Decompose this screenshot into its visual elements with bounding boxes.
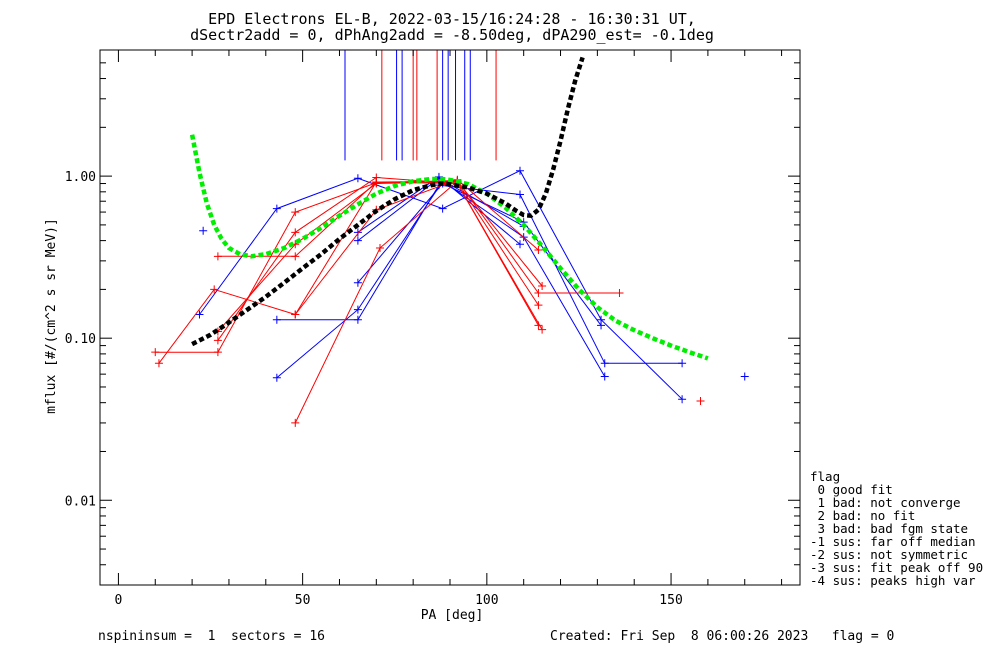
data-series-line — [294, 179, 539, 315]
axes: 0 50 100 150 0.01 0.10 1.00 — [65, 49, 801, 608]
data-series-line — [158, 181, 543, 364]
data-point — [151, 348, 160, 357]
data-point — [516, 190, 524, 199]
data-point — [678, 395, 687, 404]
data-point — [272, 315, 281, 324]
data-point — [291, 418, 300, 427]
data-point — [538, 325, 547, 334]
x-axis-label: PA [deg] — [421, 608, 484, 623]
x-tick-label: 100 — [475, 593, 498, 608]
data-series-line — [276, 180, 606, 379]
data-point — [213, 336, 222, 345]
data-point — [213, 252, 222, 261]
data-point — [740, 372, 749, 381]
footer-right: Created: Fri Sep 8 06:00:26 2023 flag = … — [550, 629, 894, 644]
data-point — [600, 372, 609, 381]
x-tick-label: 150 — [659, 593, 682, 608]
data-point — [213, 348, 222, 357]
data-point — [353, 228, 362, 237]
plot-area — [151, 50, 749, 427]
x-tick-label: 0 — [115, 593, 123, 608]
data-point — [272, 204, 281, 213]
data-point — [291, 310, 300, 319]
green-fit-curve — [189, 134, 709, 361]
legend-item: -4 sus: peaks high var — [810, 573, 976, 588]
data-point — [538, 281, 547, 290]
data-point — [272, 373, 281, 382]
legend-item: 1 bad: not converge — [810, 495, 961, 510]
chart-subtitle: dSectr2add = 0, dPhAng2add = -8.50deg, d… — [190, 26, 714, 44]
data-point — [291, 208, 300, 217]
footer-left: nspininsum = 1 sectors = 16 — [98, 629, 325, 644]
y-axis-label: mflux [#/(cm^2 s sr MeV)] — [44, 218, 59, 414]
data-point — [615, 289, 624, 298]
data-series-line — [155, 179, 620, 353]
y-tick-label: 0.01 — [65, 494, 96, 509]
data-point — [154, 359, 163, 368]
data-point — [353, 236, 362, 245]
y-tick-label: 1.00 — [65, 170, 96, 185]
data-point — [534, 289, 543, 298]
y-tick-label: 0.10 — [65, 332, 96, 347]
legend-item: 0 good fit — [810, 482, 893, 497]
data-point — [438, 204, 447, 213]
legend-item: -1 sus: far off median — [810, 534, 976, 549]
legend-title: flag — [810, 469, 840, 484]
plot-frame — [99, 49, 801, 586]
data-point — [353, 315, 362, 324]
data-point — [534, 301, 543, 310]
x-tick-label: 50 — [295, 593, 311, 608]
legend-item: -3 sus: fit peak off 90 — [810, 560, 983, 575]
data-point — [516, 166, 524, 175]
legend-item: 3 bad: bad fgm state — [810, 521, 968, 536]
data-point — [376, 244, 384, 253]
data-point — [516, 240, 524, 249]
data-point — [353, 305, 362, 314]
data-point — [291, 252, 300, 261]
flag-legend: flag 0 good fit 1 bad: not converge 2 ba… — [810, 469, 983, 588]
data-point — [678, 359, 687, 368]
data-point — [597, 321, 606, 330]
data-series-line — [294, 180, 458, 424]
data-point — [696, 396, 705, 405]
legend-item: -2 sus: not symmetric — [810, 547, 968, 562]
chart-title: EPD Electrons EL-B, 2022-03-15/16:24:28 … — [208, 10, 696, 28]
data-point — [199, 226, 208, 235]
data-series-line — [199, 170, 683, 400]
data-point — [210, 285, 219, 294]
data-point — [291, 228, 300, 237]
data-point — [372, 177, 381, 186]
data-point — [195, 310, 204, 319]
data-point — [534, 321, 543, 330]
black-fit-curve — [191, 56, 585, 347]
data-point — [353, 278, 362, 287]
data-point — [534, 246, 543, 255]
data-point — [600, 359, 609, 368]
legend-item: 2 bad: no fit — [810, 508, 915, 523]
data-point — [353, 174, 362, 183]
